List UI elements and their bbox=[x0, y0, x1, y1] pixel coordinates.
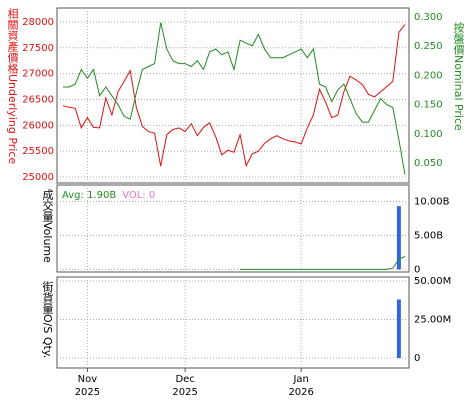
plot-area bbox=[56, 276, 410, 369]
y-axis-label: 成交量Volume bbox=[41, 189, 54, 263]
x-tick-year: 2025 bbox=[75, 387, 100, 398]
y2-axis-label: 按盤價Nominal Price bbox=[452, 21, 465, 131]
y-tick-label: 25.00M bbox=[414, 314, 451, 325]
y-tick-label: 25000 bbox=[22, 172, 54, 183]
y-tick-label: 26500 bbox=[22, 95, 54, 106]
x-tick-year: 2026 bbox=[288, 387, 313, 398]
y-tick-label: 0 bbox=[414, 353, 420, 364]
y-tick-label: 5.00B bbox=[414, 230, 443, 241]
data-line bbox=[63, 22, 406, 175]
y-axis-label: 街貨量O/S Qty. bbox=[41, 280, 54, 359]
y-tick-label: 27000 bbox=[22, 69, 54, 80]
y-tick-label: 50.00M bbox=[414, 276, 451, 287]
y-tick-label: 0 bbox=[414, 264, 420, 275]
x-tick-label: Nov bbox=[78, 374, 98, 385]
plot-area bbox=[56, 7, 410, 184]
y2-tick-label: 0.200 bbox=[414, 70, 443, 81]
annotation: VOL: 0 bbox=[122, 190, 155, 201]
bar bbox=[396, 206, 401, 270]
x-tick-label: Dec bbox=[175, 374, 194, 385]
y-tick-label: 25500 bbox=[22, 146, 54, 157]
y-tick-label: 10.00B bbox=[414, 196, 450, 207]
plot-area bbox=[56, 184, 410, 273]
bar bbox=[396, 299, 401, 358]
y-tick-label: 28000 bbox=[22, 17, 54, 28]
y-axis-label: 相關資產價格Underlying Price bbox=[6, 8, 19, 165]
y2-tick-label: 0.300 bbox=[414, 12, 443, 23]
y-tick-label: 27500 bbox=[22, 43, 54, 54]
y2-tick-label: 0.100 bbox=[414, 129, 443, 140]
data-line bbox=[240, 256, 406, 270]
y2-tick-label: 0.050 bbox=[414, 158, 443, 169]
x-tick-year: 2025 bbox=[172, 387, 197, 398]
y2-tick-label: 0.250 bbox=[414, 41, 443, 52]
data-line bbox=[62, 24, 406, 168]
annotation: Avg: 1.90B bbox=[62, 190, 116, 201]
y2-tick-label: 0.150 bbox=[414, 100, 443, 111]
x-tick-label: Jan bbox=[292, 374, 308, 385]
y-tick-label: 26000 bbox=[22, 120, 54, 131]
